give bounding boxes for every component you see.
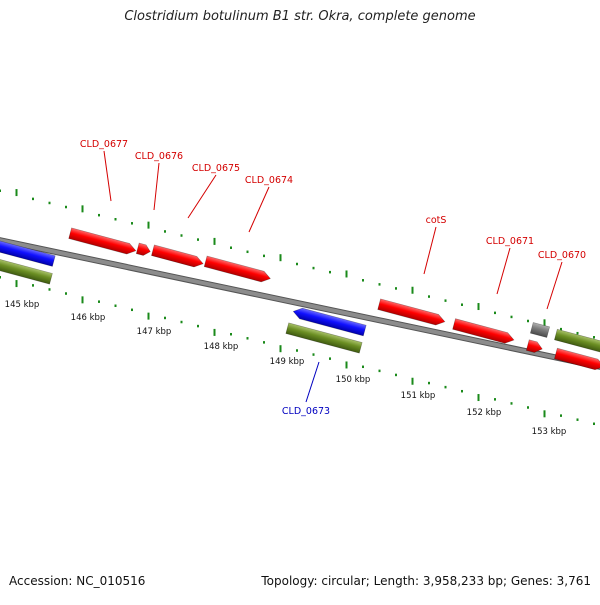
cds-cld-0673 xyxy=(292,307,367,337)
gene-label: cotS xyxy=(426,215,447,226)
leader-line xyxy=(103,150,112,202)
cds-cld-0675 xyxy=(151,244,204,268)
cds-red-right xyxy=(554,347,600,371)
scale-label: 151 kbp xyxy=(401,391,436,401)
genome-backbone xyxy=(0,237,600,370)
gene-label: CLD_0677 xyxy=(80,139,128,150)
feature-labels: CLD_0677 CLD_0676 CLD_0675 CLD_0674 cotS CLD_… xyxy=(80,139,586,417)
accession-text: Accession: NC_010516 xyxy=(9,574,146,588)
cds-cld-0671 xyxy=(452,318,515,344)
cds-cld-0677 xyxy=(68,227,137,255)
gene-green-left xyxy=(0,257,53,285)
topology-summary: Topology: circular; Length: 3,958,233 bp… xyxy=(261,574,591,588)
gene-green-right xyxy=(554,328,600,354)
cds-cld-0676 xyxy=(135,242,151,256)
scale-label: 147 kbp xyxy=(137,327,172,337)
gene-label: CLD_0676 xyxy=(135,151,183,162)
leader-line xyxy=(546,261,563,310)
leader-line xyxy=(153,162,160,211)
label-leader-lines xyxy=(103,150,563,403)
leader-line xyxy=(496,247,511,295)
leader-line xyxy=(187,174,217,219)
backbone-line xyxy=(0,238,600,369)
gene-label: CLD_0675 xyxy=(192,163,240,174)
leader-line xyxy=(248,186,270,233)
scale-ticks-lower xyxy=(0,276,595,426)
leader-line xyxy=(423,226,437,275)
cds-blue-left xyxy=(0,239,56,267)
scale-label: 146 kbp xyxy=(71,313,106,323)
feature-track xyxy=(0,227,600,371)
genome-title: Clostridium botulinum B1 str. Okra, comp… xyxy=(124,9,476,24)
cds-cld-0670 xyxy=(525,339,543,353)
gene-label: CLD_0674 xyxy=(245,175,293,186)
leader-line xyxy=(305,361,320,403)
pseudogene-grey xyxy=(529,322,551,338)
scale-label: 148 kbp xyxy=(204,342,239,352)
gene-label: CLD_0670 xyxy=(538,250,586,261)
gene-cld-0673 xyxy=(285,322,363,354)
scale-label: 150 kbp xyxy=(336,375,371,385)
cds-cots xyxy=(377,298,446,326)
scale-label: 152 kbp xyxy=(467,408,502,418)
gene-label: CLD_0671 xyxy=(486,236,534,247)
gene-label: CLD_0673 xyxy=(282,406,330,417)
scale-labels: 145 kbp 146 kbp 147 kbp 148 kbp 149 kbp 150 k… xyxy=(5,300,567,437)
scale-label: 153 kbp xyxy=(532,427,567,437)
scale-ticks-upper xyxy=(0,189,595,339)
cds-cld-0674 xyxy=(203,255,271,283)
scale-label: 145 kbp xyxy=(5,300,40,310)
scale-label: 149 kbp xyxy=(270,357,305,367)
